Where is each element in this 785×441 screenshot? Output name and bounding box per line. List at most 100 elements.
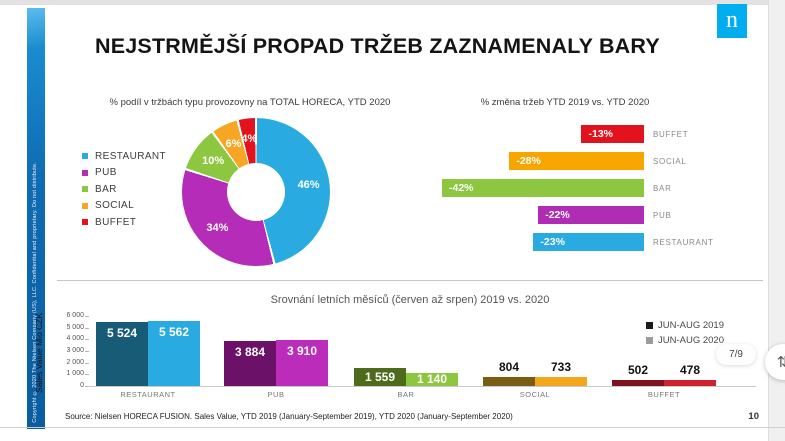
legend-swatch bbox=[82, 202, 88, 209]
hbar-category-label: SOCIAL bbox=[653, 156, 687, 166]
bar-group: 5 524 5 562 RESTAURANT bbox=[96, 321, 200, 399]
y-tick-label: 6 000 bbox=[66, 312, 84, 320]
slide-page-number: 10 bbox=[748, 411, 759, 422]
legend-label: PUB bbox=[95, 167, 117, 179]
bottom-legend-item: JUN-AUG 2019 bbox=[646, 318, 724, 333]
y-tick-mark bbox=[85, 316, 89, 317]
nielsen-ribbon: Copyright © 2020 The Nielsen Company (US… bbox=[27, 8, 45, 429]
vbar-value-label: 502 bbox=[627, 363, 649, 378]
change-chart-title: % změna tržeb YTD 2019 vs. YTD 2020 bbox=[480, 97, 650, 108]
hbar-value-label: -28% bbox=[516, 155, 541, 167]
vbar-jun-aug-2020: 733 bbox=[535, 360, 587, 386]
vbar-jun-aug-2020: 478 bbox=[664, 363, 716, 386]
summer-chart-title: Srovnání letních měsíců (červen až srpen… bbox=[270, 294, 550, 306]
hbar-value-label: -22% bbox=[545, 209, 570, 221]
vbar-jun-aug-2019: 502 bbox=[612, 363, 664, 386]
hbar: -23% bbox=[533, 233, 644, 251]
y-tick-mark bbox=[85, 362, 89, 364]
hbar-category-label: PUB bbox=[653, 210, 672, 220]
legend-label: JUN-AUG 2019 bbox=[658, 320, 724, 331]
hbar-value-label: -42% bbox=[449, 182, 474, 194]
hbar-track: -28% bbox=[442, 152, 644, 170]
hbar-row: -42% BAR bbox=[442, 179, 748, 197]
summer-chart-legend: JUN-AUG 2019 JUN-AUG 2020 bbox=[646, 318, 724, 348]
viewer-right-gutter bbox=[768, 0, 785, 441]
vbar-jun-aug-2019: 1 559 bbox=[354, 367, 406, 386]
bar-group: 1 559 1 140 BAR bbox=[354, 367, 458, 399]
nielsen-logo-letter: n bbox=[726, 6, 738, 33]
y-tick-label: 4 000 bbox=[66, 335, 84, 343]
vbar-jun-aug-2020: 5 562 bbox=[148, 321, 200, 386]
hbar-row: -23% RESTAURANT bbox=[442, 233, 748, 251]
source-note: Source: Nielsen HORECA FUSION. Sales Val… bbox=[65, 412, 513, 421]
vbar-value-label: 733 bbox=[550, 360, 572, 375]
bar-group: 502 478 BUFFET bbox=[612, 363, 716, 399]
vbar-value-label: 3 910 bbox=[286, 344, 318, 359]
slide-title: NEJSTRMĚJŠÍ PROPAD TRŽEB ZAZNAMENALY BAR… bbox=[95, 34, 660, 58]
donut-slice-label: 10% bbox=[202, 154, 225, 167]
vbar-jun-aug-2019: 3 884 bbox=[224, 340, 276, 386]
nielsen-logo: n bbox=[717, 4, 747, 38]
donut-slice-label: 4% bbox=[241, 133, 258, 146]
vbar-value-label: 804 bbox=[498, 359, 520, 374]
legend-label: RESTAURANT bbox=[95, 150, 167, 162]
hbar-track: -13% bbox=[442, 125, 644, 143]
donut-legend-item: BUFFET bbox=[82, 214, 166, 231]
footer-divider-line bbox=[0, 427, 785, 428]
hbar-category-label: RESTAURANT bbox=[653, 237, 714, 247]
donut-legend: RESTAURANT PUB BAR SOCIAL BUFFET bbox=[82, 148, 166, 231]
y-tick-mark bbox=[85, 351, 89, 352]
vbar-value-label: 478 bbox=[679, 363, 701, 378]
bar-group: 804 733 SOCIAL bbox=[483, 360, 587, 399]
vbar-jun-aug-2020: 1 140 bbox=[406, 372, 458, 387]
viewer-top-edge bbox=[0, 0, 785, 5]
donut-slice-label: 34% bbox=[206, 222, 229, 235]
hbar-track: -23% bbox=[442, 233, 644, 251]
y-tick-label: 0 bbox=[80, 382, 84, 390]
hbar-row: -28% SOCIAL bbox=[442, 152, 748, 170]
vbar-value-label: 5 524 bbox=[106, 325, 138, 340]
vbar-value-label: 1 559 bbox=[364, 369, 396, 384]
vbar-jun-aug-2020: 3 910 bbox=[276, 340, 328, 386]
hbar-row: -13% BUFFET bbox=[442, 125, 748, 143]
legend-label: SOCIAL bbox=[95, 200, 135, 212]
bar-group-category: RESTAURANT bbox=[120, 390, 176, 399]
donut-chart: 46% 34% 10% 6% 4% bbox=[182, 118, 330, 266]
legend-swatch bbox=[646, 337, 653, 344]
hbar-track: -42% bbox=[442, 179, 644, 197]
bar-group-category: BUFFET bbox=[647, 390, 681, 399]
bar-group-category: SOCIAL bbox=[519, 390, 551, 399]
bar-group-category: PUB bbox=[267, 390, 285, 399]
y-tick-mark bbox=[85, 339, 89, 341]
hbar: -22% bbox=[538, 206, 644, 224]
y-tick-mark bbox=[85, 327, 89, 329]
vbar-jun-aug-2019: 5 524 bbox=[96, 321, 148, 386]
up-down-arrows-icon: ⇅ bbox=[776, 353, 785, 371]
y-tick-label: 1 000 bbox=[66, 370, 84, 378]
donut-hole bbox=[227, 163, 285, 221]
bar-group: 3 884 3 910 PUB bbox=[224, 340, 328, 399]
legend-label: JUN-AUG 2020 bbox=[658, 335, 724, 346]
donut-legend-item: BAR bbox=[82, 181, 166, 198]
vbar-value-label: 1 140 bbox=[416, 372, 448, 387]
hbar: -28% bbox=[509, 152, 644, 170]
legend-swatch bbox=[82, 186, 88, 193]
donut-chart-title: % podíl v tržbách typu provozovny na TOT… bbox=[109, 97, 391, 108]
legend-swatch bbox=[82, 169, 88, 176]
hbar-category-label: BUFFET bbox=[653, 129, 689, 139]
viewer-page-indicator: 7/9 bbox=[716, 344, 756, 365]
donut-slice-label: 46% bbox=[297, 179, 320, 192]
x-axis-line bbox=[88, 386, 756, 387]
hbar: -13% bbox=[581, 125, 644, 143]
bar-group-category: BAR bbox=[397, 390, 415, 399]
donut-legend-item: PUB bbox=[82, 165, 166, 182]
legend-swatch bbox=[82, 219, 88, 226]
donut-legend-item: RESTAURANT bbox=[82, 148, 166, 165]
y-tick-label: 2 000 bbox=[66, 358, 84, 366]
hbar: -42% bbox=[442, 179, 644, 197]
legend-swatch bbox=[646, 322, 653, 329]
hbar-category-label: BAR bbox=[653, 183, 672, 193]
scroll-button[interactable]: ⇅ bbox=[765, 344, 785, 380]
vbar-value-label: 5 562 bbox=[158, 325, 190, 340]
